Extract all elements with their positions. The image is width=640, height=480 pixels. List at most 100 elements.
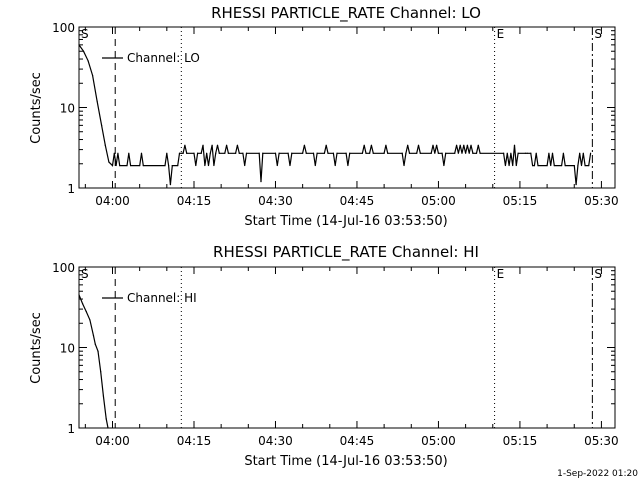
data-point [104, 144, 106, 146]
data-point [140, 152, 143, 154]
data-point [461, 152, 463, 154]
data-point [564, 164, 566, 167]
chart-lo-panel: RHESSI PARTICLE_RATE Channel: LO Counts/… [29, 4, 619, 229]
data-point [535, 152, 537, 154]
data-point [209, 152, 211, 154]
data-point [385, 144, 387, 146]
data-point [455, 144, 458, 146]
x-tick-label: 05:15 [503, 434, 538, 448]
data-point [582, 152, 584, 154]
data-point [588, 164, 590, 167]
y-tick-label: 1 [67, 182, 75, 196]
data-point [78, 294, 80, 296]
data-point [245, 152, 248, 154]
data-point [466, 144, 469, 146]
chart-hi-panel: RHESSI PARTICLE_RATE Channel: HI Counts/… [29, 243, 619, 469]
data-point [510, 152, 512, 154]
data-point [441, 152, 443, 154]
data-point [562, 152, 564, 154]
data-point [323, 152, 325, 154]
data-point [312, 152, 315, 154]
data-point [242, 152, 244, 154]
data-point [287, 152, 289, 154]
data-point [347, 164, 349, 167]
data-point [111, 164, 114, 167]
data-point [227, 152, 229, 154]
data-point [465, 152, 467, 154]
x-tick-label: 05:00 [421, 434, 456, 448]
data-point [184, 144, 186, 146]
chart-lo-title: RHESSI PARTICLE_RATE Channel: LO [211, 4, 481, 23]
data-point [100, 371, 102, 373]
y-tick-label: 100 [52, 261, 75, 275]
data-point [327, 152, 329, 154]
data-point [105, 418, 107, 420]
chart-hi-title: RHESSI PARTICLE_RATE Channel: HI [213, 243, 479, 262]
data-point [169, 184, 172, 186]
data-point [459, 144, 461, 146]
data-point [334, 164, 336, 167]
x-tick-label: 04:15 [177, 434, 212, 448]
data-point [215, 152, 217, 154]
data-point [197, 152, 199, 154]
x-tick-label: 04:15 [177, 194, 212, 208]
data-point [202, 144, 204, 146]
chart-hi-ylabel: Counts/sec [29, 312, 44, 384]
data-point [82, 50, 85, 52]
data-point [289, 164, 291, 167]
data-point [102, 395, 105, 397]
data-point [142, 164, 144, 167]
data-point [405, 152, 407, 154]
data-point [457, 152, 459, 154]
data-point [166, 152, 168, 154]
data-point [584, 164, 586, 167]
marker-label: S [594, 267, 602, 281]
data-point [211, 144, 213, 146]
data-point [526, 152, 528, 154]
data-point [276, 164, 278, 167]
data-point [96, 100, 98, 102]
y-tick-label: 10 [60, 102, 75, 116]
data-point [579, 152, 581, 154]
chart-hi-plot-area: 04:00 04:15 04:30 04:45 05:00 05:15 05:30 1 10 10… [52, 261, 619, 448]
data-point [207, 164, 210, 167]
data-point [345, 152, 347, 154]
y-tick-label: 100 [52, 21, 75, 35]
data-point [92, 335, 95, 337]
data-point [238, 152, 240, 154]
x-tick-label: 04:00 [95, 194, 130, 208]
data-point [200, 152, 202, 154]
data-point [506, 152, 508, 154]
data-point [107, 427, 109, 429]
series-line-lo [78, 44, 592, 185]
data-point [119, 164, 121, 167]
data-point [139, 164, 141, 167]
data-point [216, 144, 219, 146]
data-point [303, 144, 306, 146]
data-point [513, 144, 516, 146]
x-tick-label: 05:15 [503, 194, 538, 208]
data-point [177, 164, 179, 167]
data-point [186, 152, 188, 154]
data-point [213, 164, 215, 167]
marker-label: E [497, 27, 505, 41]
data-point [225, 144, 228, 146]
x-tick-label: 05:30 [584, 434, 619, 448]
data-point [316, 152, 318, 154]
data-point [195, 164, 197, 167]
data-point [164, 164, 166, 167]
chart-lo-xlabel: Start Time (14-Jul-16 03:53:50) [244, 214, 447, 229]
data-point [224, 152, 226, 154]
data-point [530, 152, 532, 154]
data-point [472, 152, 474, 154]
data-point [580, 164, 583, 167]
data-point [445, 152, 447, 154]
data-point [454, 152, 456, 154]
data-point [407, 144, 409, 146]
data-point [85, 310, 87, 313]
data-point [430, 152, 432, 154]
data-point [349, 152, 351, 154]
data-point [182, 152, 184, 154]
data-point [517, 152, 519, 154]
data-point [470, 144, 472, 146]
